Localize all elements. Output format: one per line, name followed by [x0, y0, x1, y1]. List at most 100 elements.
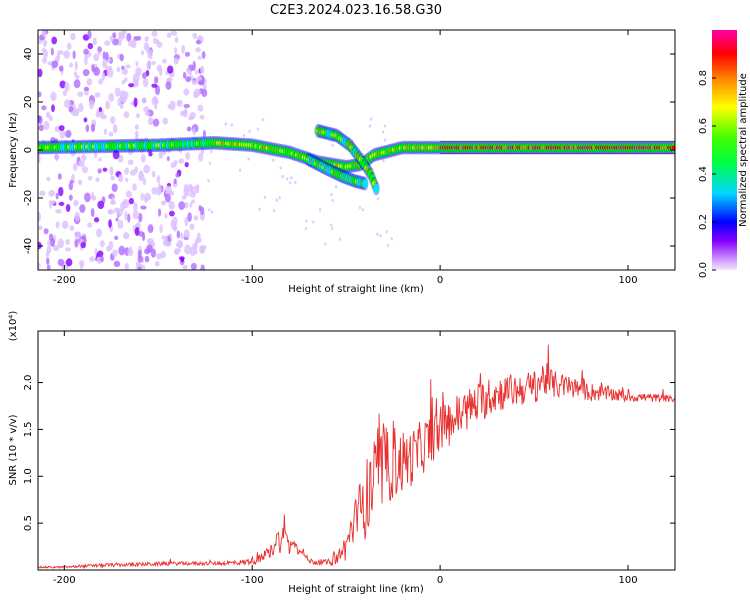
spectrogram-noise-dot — [210, 210, 214, 214]
spectrogram-noise-dot — [118, 245, 126, 256]
colorbar-label: Normalized spectral amplitude — [738, 73, 749, 227]
spectrogram-noise-dot — [81, 154, 87, 162]
snr-ytick-label: 0.5 — [23, 515, 34, 531]
spectrogram-noise-dot — [195, 185, 200, 194]
spectrogram-noise-dot — [157, 208, 162, 217]
spectrogram-noise-dot — [94, 92, 101, 98]
spectrogram-marks — [38, 30, 675, 270]
spectrogram-noise-dot — [117, 219, 124, 229]
spectrogram-noise-dot — [135, 132, 139, 142]
spectrogram-noise-dot — [54, 154, 59, 162]
spectrogram-noise-dot — [187, 69, 192, 76]
spectrogram-noise-dot — [96, 228, 102, 238]
snr-xtick-label: -200 — [53, 575, 76, 586]
snr-plot-area — [38, 331, 675, 570]
spectrogram-noise-dot — [53, 138, 59, 143]
spectrogram-noise-dot — [127, 213, 131, 223]
spectrogram-noise-dot — [98, 106, 103, 113]
spectrogram-noise-dot — [248, 129, 251, 133]
spectrogram-noise-dot — [121, 68, 128, 76]
spectrogram-noise-dot — [69, 225, 75, 232]
spectrogram-noise-dot — [59, 80, 66, 89]
spectrogram-noise-dot — [124, 262, 129, 270]
spectrogram-noise-dot — [97, 46, 102, 53]
spectrogram-noise-dot — [144, 36, 149, 42]
spectrogram-noise-dot — [87, 222, 93, 228]
spectrogram-noise-dot — [65, 258, 73, 267]
spectrogram-noise-dot — [183, 187, 187, 198]
spectrogram-noise-dot — [68, 105, 74, 113]
spectrogram-noise-dot — [102, 51, 106, 60]
spectrogram-noise-dot — [88, 99, 95, 110]
spectrogram-noise-dot — [50, 47, 54, 56]
spectrogram-noise-dot — [166, 77, 173, 82]
spectrogram-noise-dot — [143, 164, 151, 174]
spectrogram-noise-dot — [65, 238, 70, 246]
spectrogram-noise-dot — [278, 196, 281, 200]
snr-ytick-label: 1.0 — [23, 468, 34, 484]
spectrogram-noise-dot — [183, 201, 189, 209]
spectrogram-noise-dot — [125, 190, 132, 198]
spectrogram-noise-dot — [334, 185, 338, 189]
spectrogram-noise-dot — [286, 177, 289, 181]
spectrogram-noise-dot — [83, 117, 88, 123]
spectrogram-noise-dot — [108, 219, 112, 228]
spectrogram-noise-dot — [94, 152, 98, 159]
spectrogram-noise-dot — [194, 69, 200, 75]
spectrogram-noise-dot — [119, 90, 127, 100]
spectrogram-noise-dot — [151, 83, 158, 88]
snr-ytick-label: 1.5 — [23, 421, 34, 437]
spectrogram-noise-dot — [144, 196, 148, 203]
spectrogram-noise-dot — [199, 65, 205, 74]
spectrogram-noise-dot — [194, 238, 199, 245]
spectrogram-noise-dot — [51, 104, 55, 113]
spectrogram-noise-dot — [194, 249, 198, 255]
spectrogram-noise-dot — [138, 231, 145, 237]
spectrogram-noise-dot — [41, 105, 47, 111]
spectrogram-noise-dot — [147, 224, 154, 234]
spectrogram-noise-dot — [119, 103, 124, 109]
spectrogram-noise-dot — [58, 125, 65, 131]
spectrogram-track-blob — [670, 140, 675, 155]
spectrogram-noise-dot — [189, 223, 195, 231]
spectrogram-noise-dot — [173, 159, 178, 166]
spectrogram-noise-dot — [176, 239, 184, 249]
spectrogram-noise-dot — [184, 244, 192, 255]
spectrogram-noise-dot — [68, 194, 73, 201]
spectrogram-noise-dot — [137, 266, 142, 270]
spectrogram-track-blob — [361, 176, 369, 191]
spectrogram-noise-dot — [164, 213, 168, 219]
spectrogram-noise-dot — [97, 200, 105, 210]
spectrogram-noise-dot — [258, 207, 261, 211]
spectrogram-noise-dot — [114, 87, 121, 97]
spectrogram-noise-dot — [100, 114, 107, 120]
spectrogram-noise-dot — [382, 159, 385, 163]
spectrogram-noise-dot — [49, 200, 56, 205]
colorbar-tick-label: 0.2 — [698, 214, 709, 230]
spectrogram-ytick-label: -40 — [23, 238, 34, 254]
spectrogram-noise-dot — [132, 72, 140, 83]
spectrogram-noise-dot — [98, 157, 102, 162]
spectrogram-noise-dot — [224, 122, 228, 126]
spectrogram-noise-dot — [85, 124, 90, 133]
spectrogram-noise-dot — [82, 69, 90, 77]
spectrogram-noise-dot — [144, 111, 151, 116]
spectrogram-noise-dot — [102, 59, 108, 69]
spectrogram-noise-dot — [184, 216, 189, 227]
spectrogram-noise-dot — [157, 182, 161, 193]
spectrogram-noise-dot — [281, 175, 284, 179]
spectrogram-noise-dot — [51, 60, 59, 69]
colorbar-tick-label: 0.8 — [698, 70, 709, 86]
snr-panel: -200 -100 0 100 0.5 1.0 1.5 2.0 Height of strai… — [8, 311, 676, 595]
spectrogram-noise-dot — [93, 217, 100, 223]
spectrogram-xlabel: Height of straight line (km) — [288, 284, 424, 295]
spectrogram-noise-dot — [154, 261, 160, 267]
spectrogram-noise-dot — [95, 177, 100, 183]
spectrogram-noise-dot — [358, 205, 362, 210]
spectrogram-noise-dot — [38, 225, 43, 231]
spectrogram-noise-dot — [50, 238, 56, 247]
spectrogram-noise-dot — [290, 176, 293, 180]
spectrogram-noise-dot — [173, 178, 177, 185]
spectrogram-noise-dot — [230, 123, 233, 127]
spectrogram-noise-dot — [59, 128, 66, 139]
